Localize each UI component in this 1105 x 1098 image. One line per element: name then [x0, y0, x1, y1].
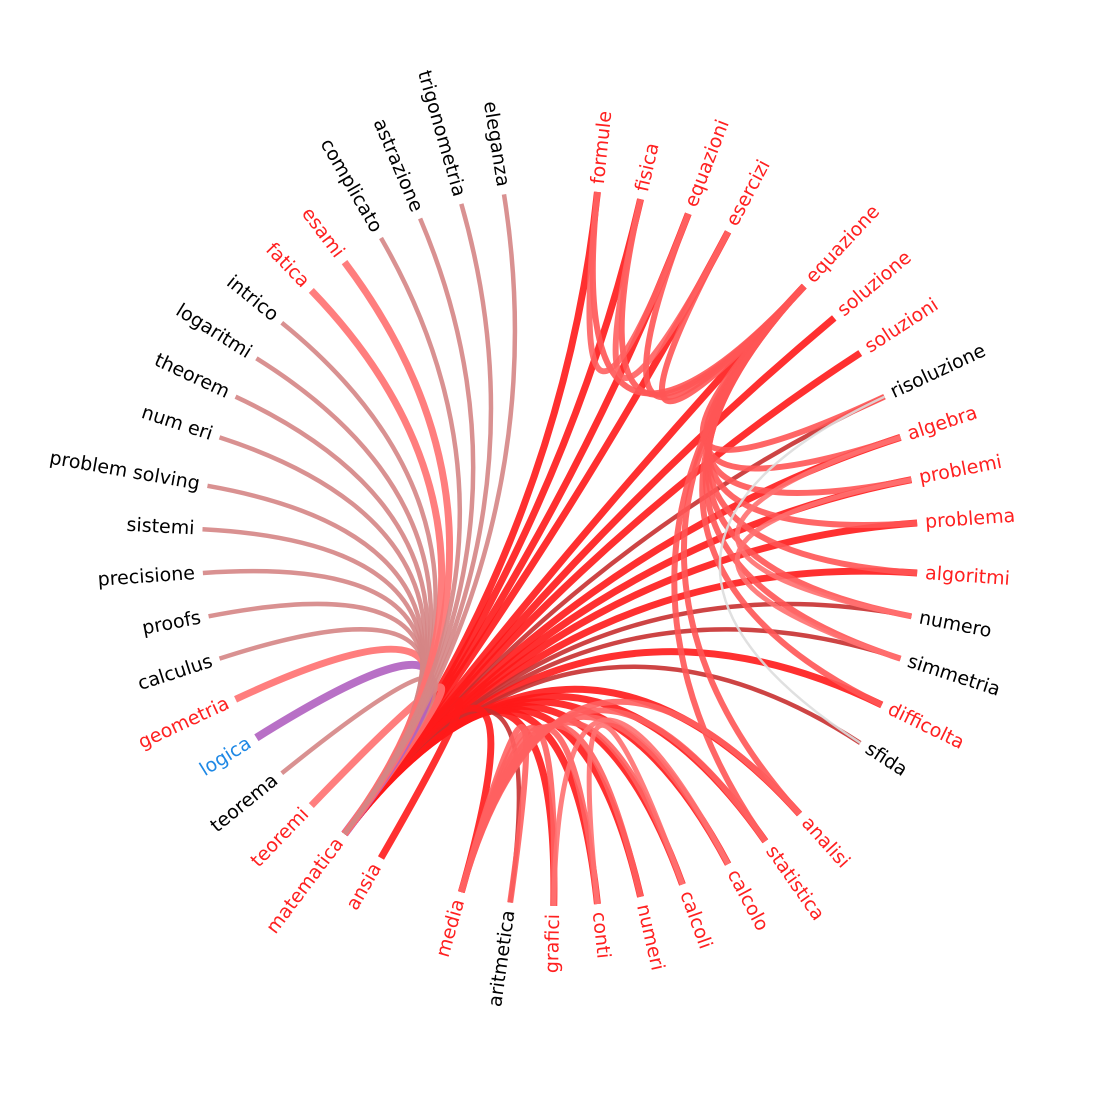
node-label: numeri: [632, 902, 669, 973]
edge: [586, 191, 692, 375]
node-label: formule: [587, 110, 617, 185]
node-label: intrico: [222, 271, 282, 326]
node-label: aritmetica: [484, 909, 519, 1008]
edge: [586, 722, 685, 905]
node-label: trigonometria: [413, 68, 470, 199]
node-label: algebra: [905, 402, 980, 445]
labels: formule fisica equazionieserciziequaziones…: [48, 68, 1016, 1008]
node-label: esercizi: [722, 156, 775, 230]
edge: [458, 724, 530, 903]
node-label: calculus: [135, 650, 215, 695]
edge: [342, 194, 518, 836]
node-label: statistica: [761, 841, 829, 924]
node-label: soluzioni: [861, 294, 943, 358]
node-label: simmetria: [905, 650, 1003, 701]
node-label: precisione: [97, 562, 196, 591]
node-label: difficolta: [884, 698, 967, 754]
node-label: sistemi: [126, 514, 195, 540]
node-label: fisica: [631, 141, 664, 194]
edge: [659, 230, 807, 405]
edges: [202, 191, 918, 907]
node-label: logica: [196, 732, 255, 781]
node-label: risoluzione: [887, 340, 989, 403]
node-label: sfida: [861, 738, 911, 781]
edge: [612, 198, 731, 381]
node-label: esami: [297, 203, 349, 262]
node-label: teorema: [206, 769, 282, 836]
edge: [671, 284, 807, 843]
node-label: astrazione: [369, 115, 428, 215]
node-label: proofs: [140, 607, 202, 640]
node-label: algoritmi: [924, 562, 1010, 590]
node-label: logaritmi: [172, 299, 256, 363]
node-label: numero: [917, 607, 993, 643]
node-label: grafici: [541, 914, 564, 974]
edge: [734, 434, 912, 619]
node-label: num eri: [139, 401, 216, 445]
node-label: problem solving: [48, 447, 202, 495]
node-label: eleganza: [479, 100, 514, 188]
node-label: calcolo: [723, 866, 774, 935]
node-label: equazioni: [680, 117, 733, 210]
edge: [718, 395, 885, 745]
node-label: teoremi: [246, 803, 313, 871]
node-label: theorem: [151, 349, 233, 403]
node-label: geometria: [135, 692, 233, 753]
node-label: problema: [924, 505, 1016, 533]
node-label: conti: [588, 911, 615, 960]
node-label: problemi: [917, 451, 1004, 489]
node-label: media: [432, 897, 469, 960]
node-label: soluzione: [833, 246, 916, 320]
node-label: analisi: [797, 812, 854, 872]
edge: [551, 717, 731, 906]
node-label: fatica: [261, 238, 314, 292]
edge: [734, 477, 912, 662]
node-label: ansia: [342, 859, 386, 914]
node-label: calcoli: [675, 888, 716, 952]
